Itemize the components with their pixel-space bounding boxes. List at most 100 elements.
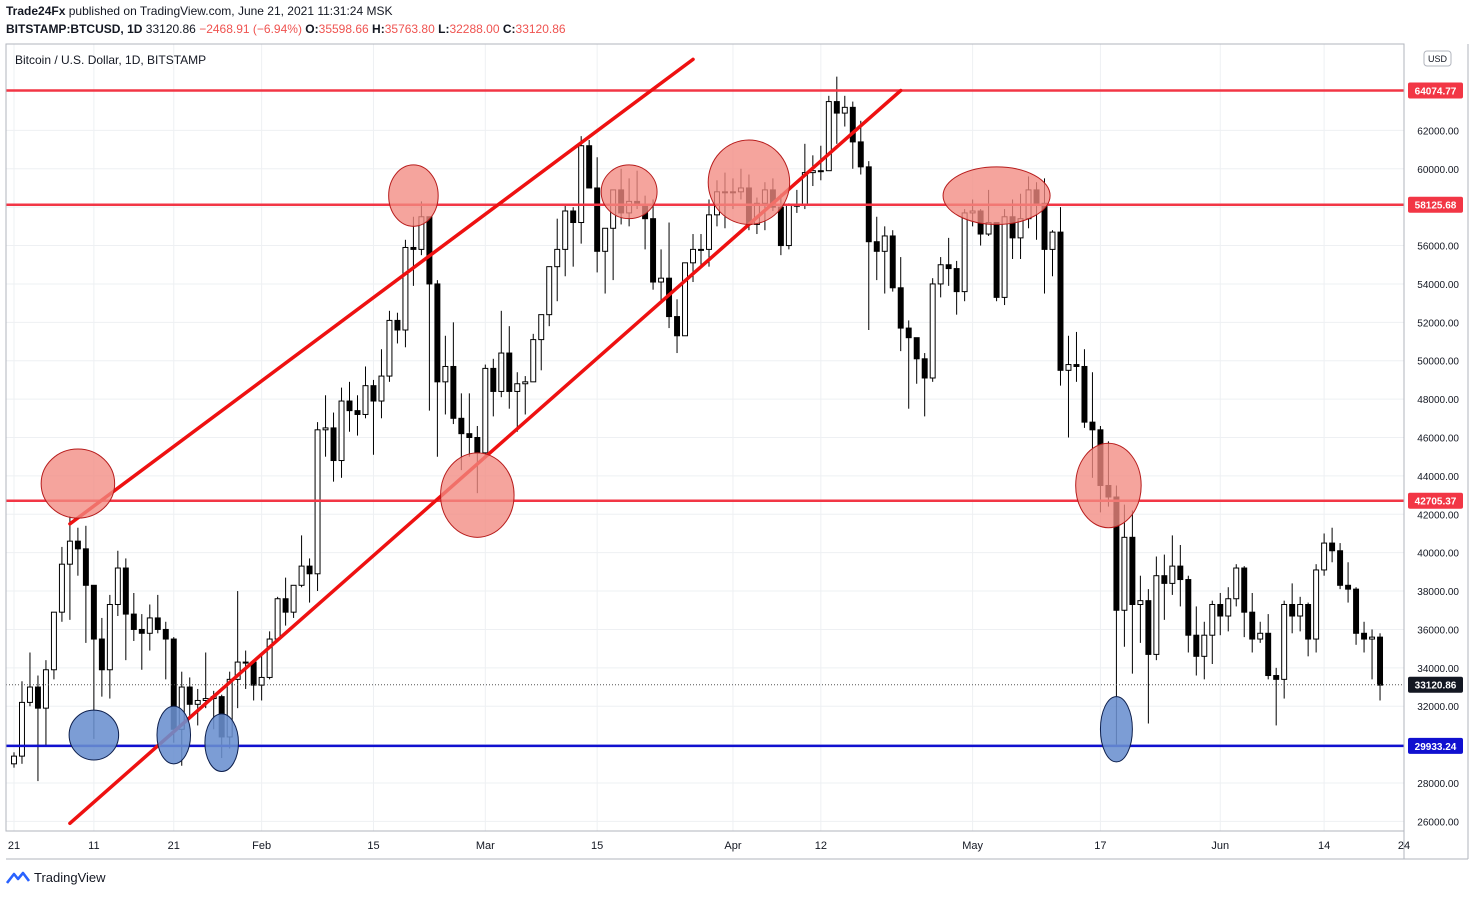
time-tick-label: 15 (591, 840, 603, 852)
close-label: C: (502, 22, 516, 36)
candle (434, 280, 441, 457)
candle (290, 584, 297, 618)
candle-body-up (546, 266, 553, 316)
candle (482, 364, 489, 455)
candle-body-up (298, 565, 305, 586)
candles (11, 76, 1384, 782)
price-tick-label: 44000.00 (1417, 472, 1459, 483)
candle-body-down (1377, 636, 1384, 686)
candle-body-down (594, 187, 601, 252)
candle-body-down (346, 400, 353, 412)
candle-body-down (889, 235, 896, 289)
price-tick-label: 38000.00 (1417, 587, 1459, 598)
candle (1353, 587, 1360, 645)
tradingview-brand[interactable]: TradingView (6, 870, 106, 885)
price-axis[interactable]: 26000.0028000.0030000.0032000.0034000.00… (1417, 126, 1459, 828)
candle-body-down (82, 548, 89, 586)
candle (897, 257, 904, 352)
candle (602, 227, 609, 294)
candle (929, 278, 936, 382)
candle-body-down (586, 145, 593, 189)
tradingview-logo-icon (6, 871, 30, 884)
price-tag-label: 42705.37 (1415, 497, 1457, 508)
candle-body-up (274, 598, 281, 640)
candle (1153, 556, 1160, 661)
highlight-ellipse-red (40, 448, 116, 519)
candle-body-up (554, 248, 561, 268)
currency-button[interactable]: USD (1423, 50, 1452, 67)
candle (330, 412, 337, 482)
highlight-ellipse-red (707, 139, 791, 225)
price-tick-label: 48000.00 (1417, 395, 1459, 406)
candle (1265, 614, 1272, 680)
candle-body-down (306, 565, 313, 575)
candle-body-down (1353, 588, 1360, 634)
candle-body-down (905, 327, 912, 339)
price-tag: 33120.86 (1408, 676, 1463, 693)
candle-body-up (1225, 598, 1232, 617)
candle (570, 207, 577, 267)
symbol-label: BITSTAMP:BTCUSD, 1D (6, 22, 143, 36)
candle (466, 393, 473, 457)
highlight-ellipses[interactable] (40, 139, 1142, 772)
highlight-ellipse-blue (204, 713, 239, 772)
candle (274, 596, 281, 641)
candle (1321, 533, 1328, 576)
price-tag-label: 29933.24 (1415, 742, 1457, 753)
candle-body-up (234, 661, 241, 680)
candle (298, 535, 305, 588)
candle-body-up (338, 400, 345, 462)
price-tick-label: 62000.00 (1417, 126, 1459, 137)
candle-body-up (290, 584, 297, 613)
candle (378, 349, 385, 419)
candle-body-down (1073, 364, 1080, 367)
candle (857, 120, 864, 175)
price-tick-label: 56000.00 (1417, 242, 1459, 253)
currency-label: USD (1428, 54, 1448, 64)
highlight-ellipse-blue (156, 705, 192, 765)
candle-body-down (833, 101, 840, 114)
candle (1289, 583, 1296, 634)
candle (1169, 535, 1176, 595)
price-tick-label: 28000.00 (1417, 779, 1459, 790)
candle-body-up (562, 210, 569, 250)
candle (674, 299, 681, 354)
candle (506, 326, 513, 409)
candle (522, 376, 529, 415)
candle-body-up (1049, 231, 1056, 250)
candle-body-down (250, 661, 257, 686)
candle (1337, 543, 1344, 590)
candle-body-up (1209, 603, 1216, 636)
candle-body-up (690, 248, 696, 264)
candle-body-up (322, 427, 329, 431)
author-name[interactable]: Trade24Fx (6, 4, 66, 18)
candle (162, 621, 169, 680)
candle-body-down (1249, 611, 1256, 640)
candle (1257, 621, 1264, 643)
horizontal-levels[interactable] (6, 89, 1404, 748)
candle-body-up (1297, 603, 1304, 617)
candle (306, 558, 313, 603)
price-tick-label: 50000.00 (1417, 357, 1459, 368)
grid (6, 44, 1405, 831)
candle (530, 333, 537, 383)
candle-body-down (458, 417, 465, 435)
candle (1081, 349, 1088, 428)
candle (1217, 592, 1224, 636)
price-tag-bg (1408, 737, 1463, 754)
candle-body-down (945, 264, 952, 270)
candle-body-up (50, 611, 57, 671)
candle (66, 516, 73, 620)
candle-body-down (570, 210, 577, 224)
candle (394, 312, 401, 344)
candle (490, 358, 497, 417)
candle (1177, 544, 1184, 607)
candle-body-up (785, 204, 792, 247)
candle (314, 422, 321, 592)
time-axis[interactable]: 21 11 21 Feb 15 Mar 15 Apr 12 May 17 Jun 14 24 (8, 840, 1410, 852)
candle-body-up (1257, 632, 1264, 640)
candle (322, 395, 329, 457)
price-tag-bg (1408, 82, 1463, 99)
time-tick-label: 24 (1398, 840, 1410, 852)
